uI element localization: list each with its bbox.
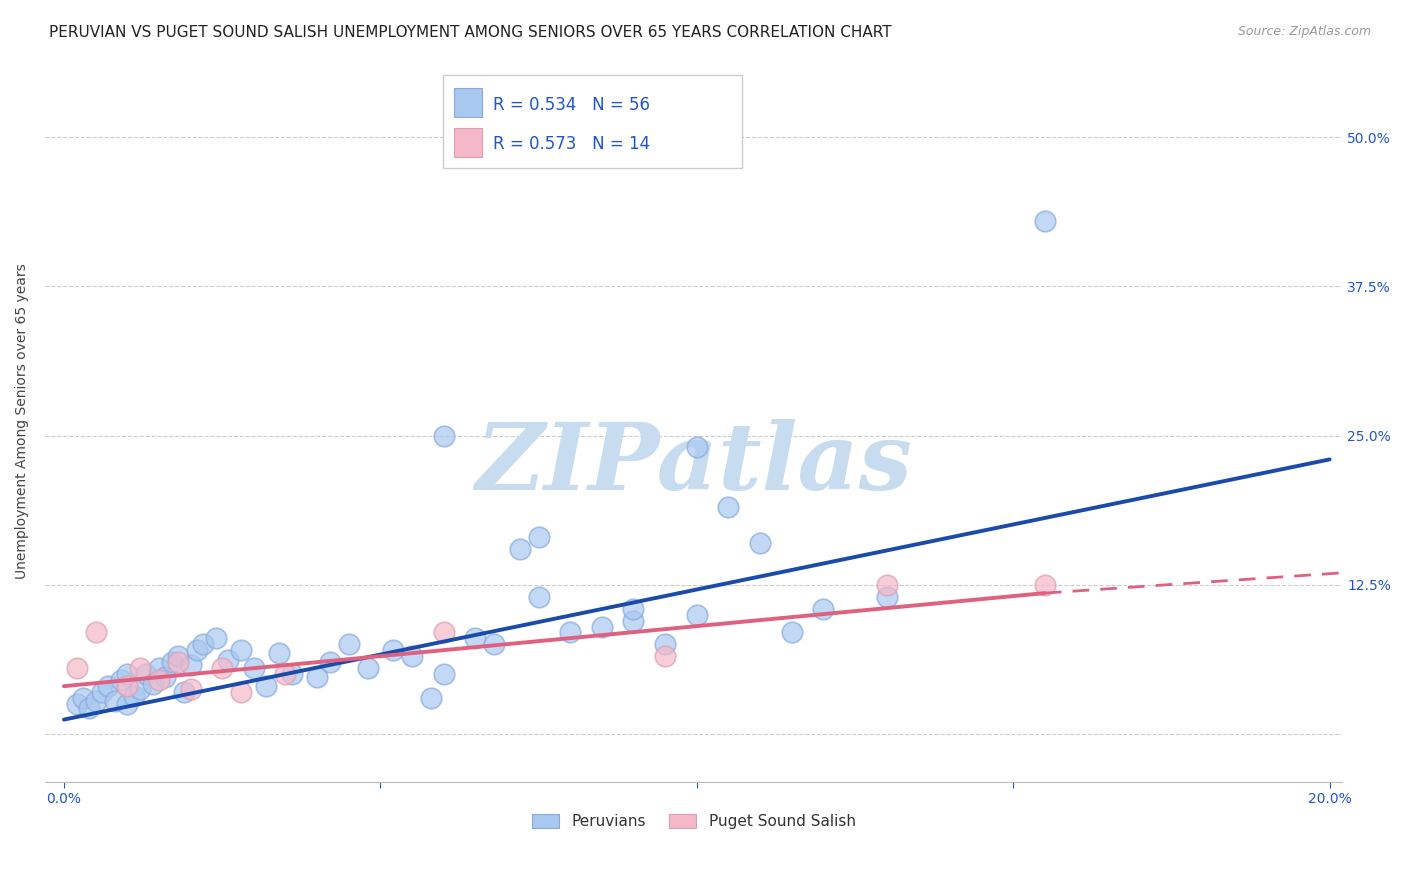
Text: PERUVIAN VS PUGET SOUND SALISH UNEMPLOYMENT AMONG SENIORS OVER 65 YEARS CORRELAT: PERUVIAN VS PUGET SOUND SALISH UNEMPLOYM… (49, 25, 891, 40)
Point (115, 697, 138, 711)
Point (401, 649, 423, 664)
Point (509, 541, 531, 556)
Point (1033, 213, 1056, 227)
Point (231, 685, 253, 699)
Text: R = 0.534   N = 56: R = 0.534 N = 56 (492, 95, 650, 113)
Point (65, 661, 87, 675)
Point (218, 653, 240, 667)
Point (167, 655, 190, 669)
Point (654, 649, 676, 664)
Point (122, 689, 145, 703)
Point (623, 614, 645, 628)
Point (307, 670, 329, 684)
Y-axis label: Unemployment Among Seniors over 65 years: Unemployment Among Seniors over 65 years (15, 263, 30, 579)
Point (205, 632, 228, 646)
Point (186, 643, 208, 657)
Point (103, 693, 125, 707)
Point (780, 625, 803, 640)
Point (319, 655, 342, 669)
Text: R = 0.573   N = 14: R = 0.573 N = 14 (492, 136, 650, 153)
Point (115, 667, 138, 681)
FancyBboxPatch shape (443, 76, 741, 168)
Point (717, 500, 740, 515)
Point (269, 646, 291, 660)
Point (420, 691, 443, 706)
Point (110, 673, 132, 688)
Point (115, 679, 138, 693)
Point (97, 679, 120, 693)
Point (464, 632, 486, 646)
Point (128, 661, 150, 675)
Point (128, 681, 150, 696)
Point (180, 657, 202, 672)
Point (65, 697, 87, 711)
Point (484, 637, 506, 651)
Point (160, 655, 183, 669)
Point (148, 673, 170, 688)
Text: ZIPatlas: ZIPatlas (475, 419, 912, 509)
Point (173, 685, 195, 699)
Point (560, 625, 582, 640)
Point (167, 649, 190, 664)
Point (90, 685, 112, 699)
Point (148, 661, 170, 675)
Text: Source: ZipAtlas.com: Source: ZipAtlas.com (1237, 25, 1371, 38)
Point (274, 667, 297, 681)
Point (155, 670, 177, 684)
Point (1033, 578, 1056, 592)
Point (876, 578, 898, 592)
Point (527, 590, 550, 604)
Point (135, 667, 157, 681)
Point (281, 667, 304, 681)
Point (193, 637, 215, 651)
Point (243, 661, 266, 675)
Point (211, 661, 233, 675)
Point (180, 681, 202, 696)
Point (433, 625, 456, 640)
Point (357, 661, 380, 675)
Point (142, 677, 165, 691)
Legend: Peruvians, Puget Sound Salish: Peruvians, Puget Sound Salish (526, 807, 862, 836)
Point (876, 590, 898, 604)
Point (256, 679, 278, 693)
Point (527, 530, 550, 544)
Point (686, 607, 709, 622)
Point (84, 693, 107, 707)
Point (72, 691, 94, 706)
Point (591, 619, 613, 633)
Point (654, 637, 676, 651)
Point (433, 667, 456, 681)
FancyBboxPatch shape (454, 88, 482, 118)
Point (382, 643, 405, 657)
Point (84, 625, 107, 640)
Point (813, 601, 835, 615)
Point (686, 441, 709, 455)
Point (749, 536, 772, 550)
Point (77, 700, 100, 714)
FancyBboxPatch shape (454, 128, 482, 157)
Point (337, 637, 360, 651)
Point (231, 643, 253, 657)
Point (433, 428, 456, 442)
Point (623, 601, 645, 615)
